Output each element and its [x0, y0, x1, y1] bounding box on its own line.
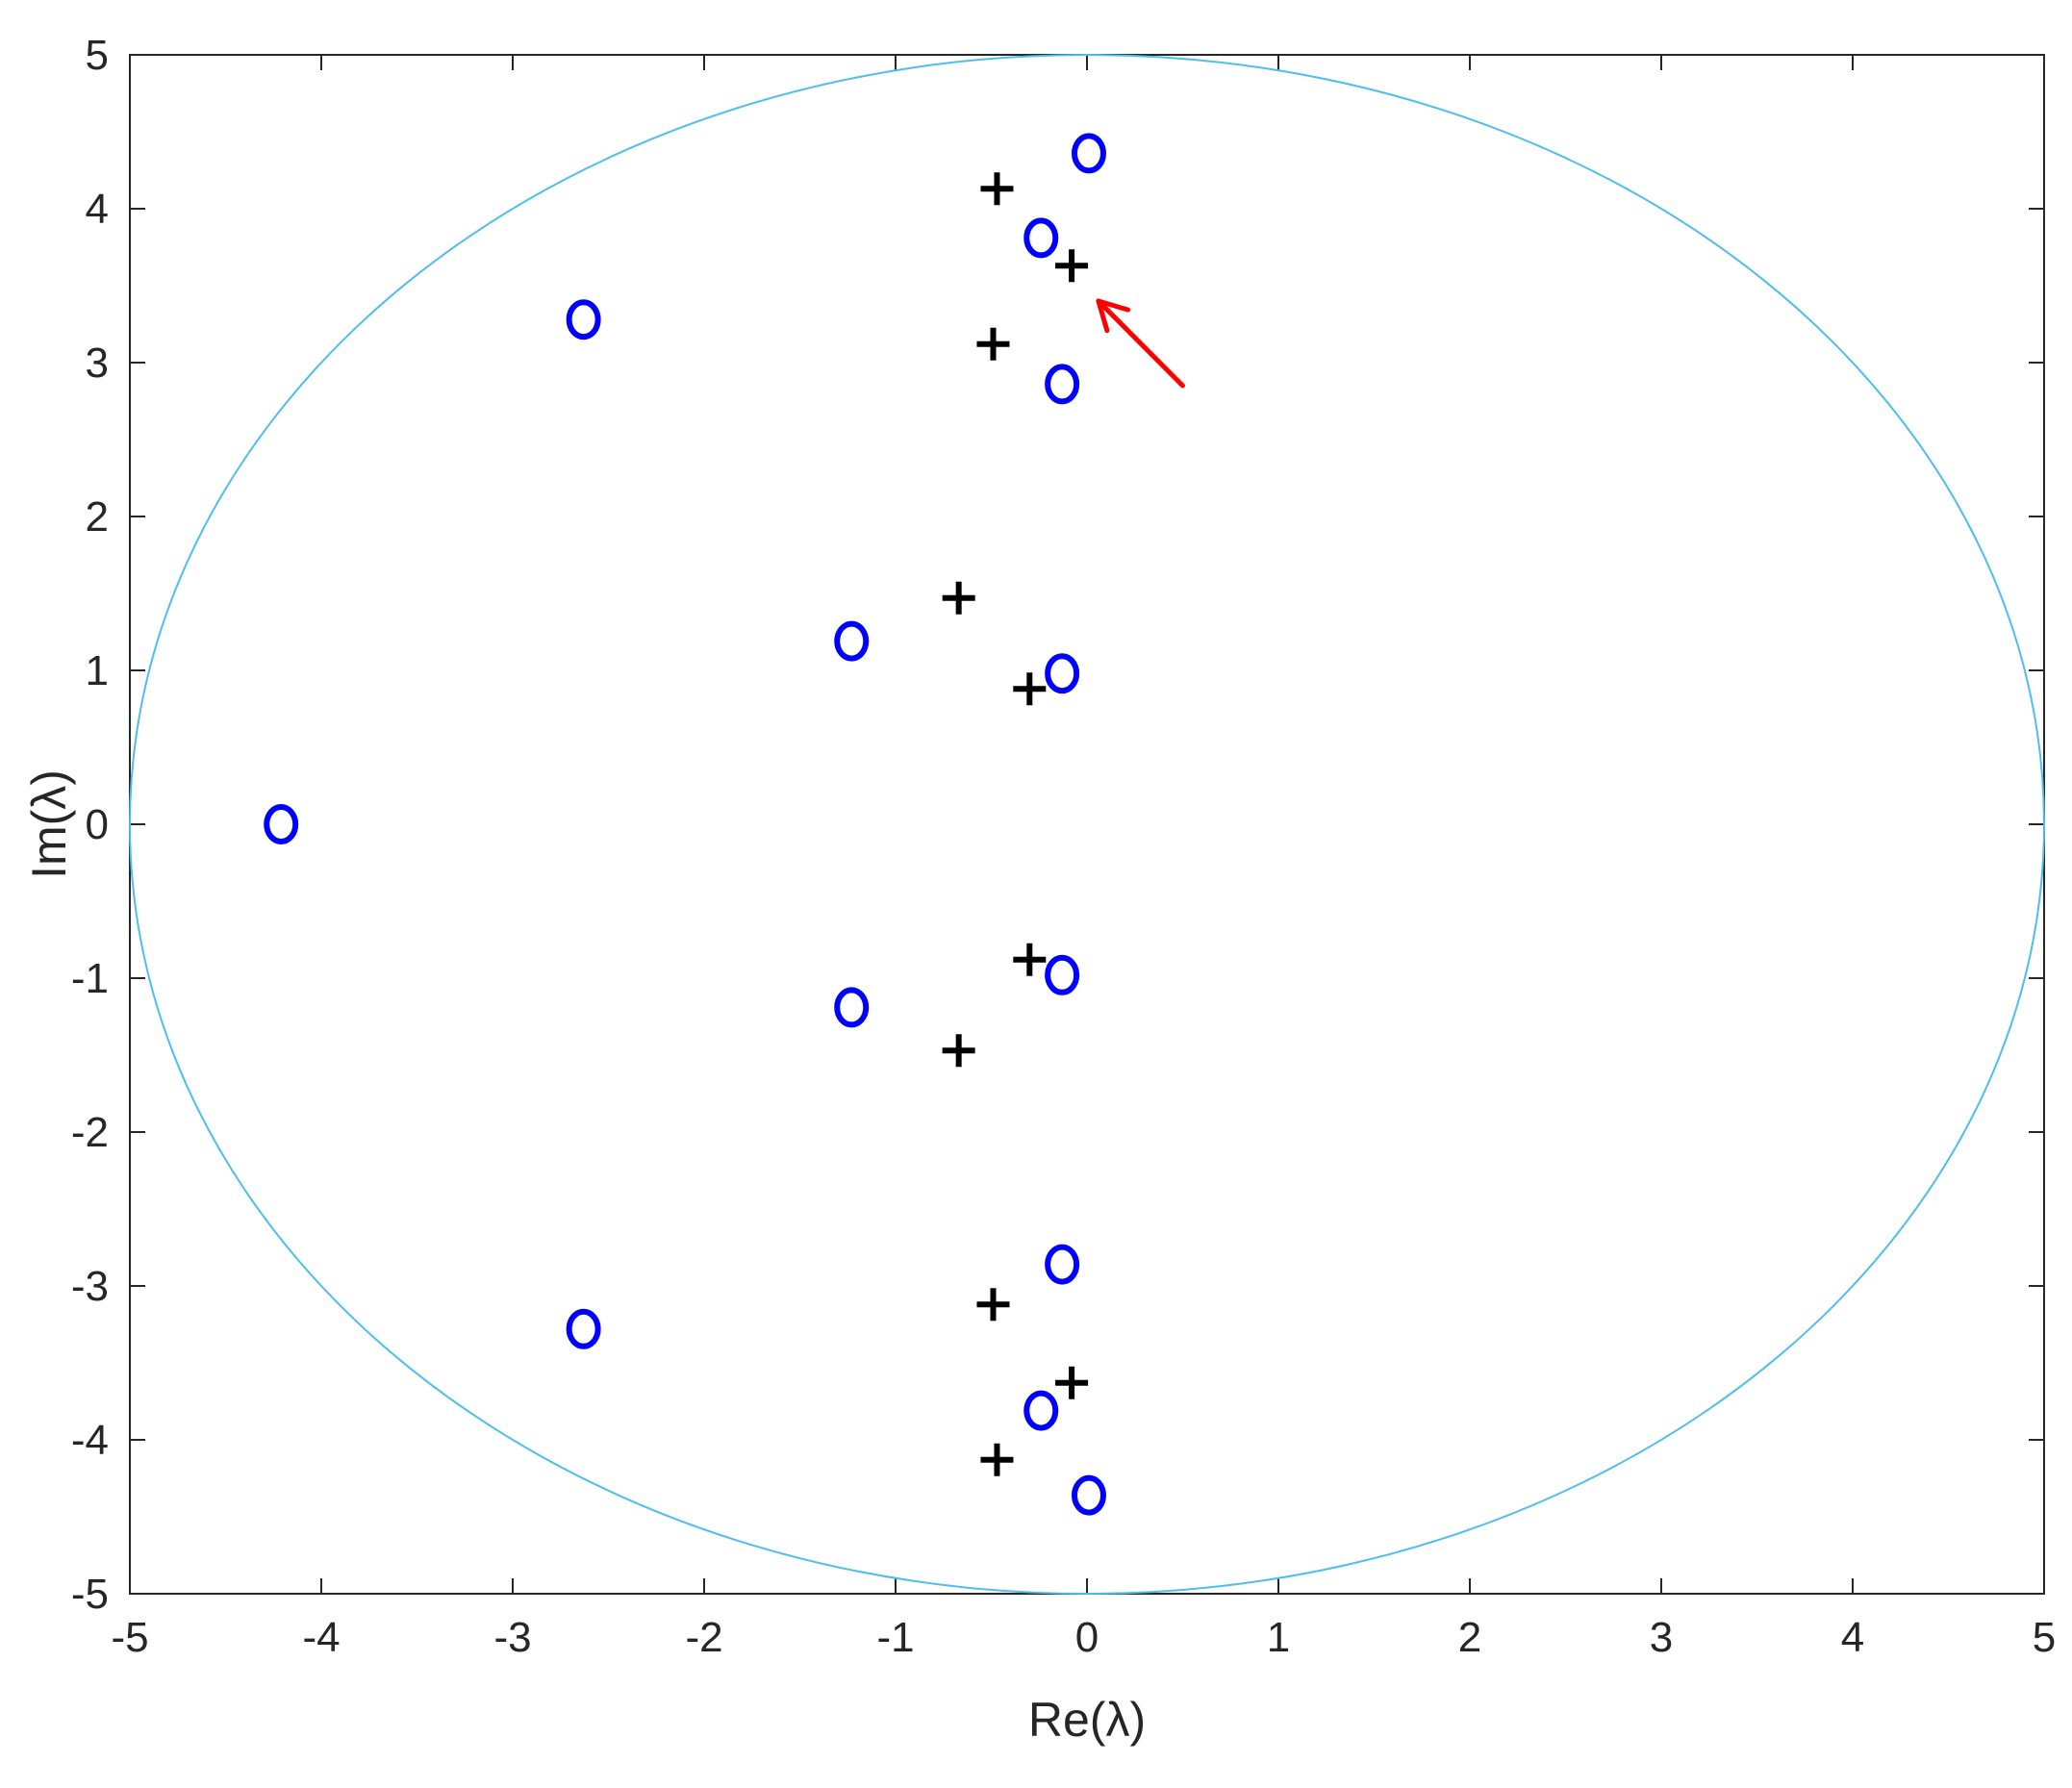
- plus-marker: [942, 1034, 975, 1068]
- y-tick-label: 5: [86, 32, 109, 79]
- axes-box: [129, 54, 2045, 1595]
- x-tick-label: 3: [1650, 1614, 1673, 1661]
- x-tick-label: -2: [685, 1614, 722, 1661]
- plus-marker: [1055, 1366, 1089, 1399]
- circle-marker: [1045, 1244, 1080, 1285]
- x-tick-label: 4: [1841, 1614, 1864, 1661]
- x-tick-label: 2: [1458, 1614, 1481, 1661]
- circle-marker: [566, 1308, 601, 1349]
- circle-marker: [1045, 954, 1080, 995]
- y-tick-label: 3: [86, 340, 109, 387]
- circle-marker: [1023, 217, 1059, 259]
- y-tick-label: -5: [71, 1571, 109, 1618]
- plus-marker: [1055, 249, 1089, 283]
- plus-marker: [942, 581, 975, 615]
- circle-marker: [566, 299, 601, 340]
- x-tick-label: -1: [876, 1614, 914, 1661]
- plus-marker: [980, 172, 1014, 206]
- circle-marker: [834, 620, 870, 662]
- circle-marker: [1045, 364, 1080, 405]
- y-tick-label: 0: [86, 801, 109, 848]
- x-tick-label: -5: [111, 1614, 148, 1661]
- plus-marker: [1013, 672, 1047, 706]
- circle-marker: [834, 987, 870, 1028]
- x-tick-label: -4: [302, 1614, 340, 1661]
- y-tick-label: 2: [86, 493, 109, 541]
- annotation-arrow-head: [1096, 298, 1131, 334]
- y-tick-label: -3: [71, 1263, 109, 1310]
- circle-marker: [264, 804, 299, 844]
- y-tick-label: -4: [71, 1417, 109, 1464]
- x-tick-label: 1: [1267, 1614, 1290, 1661]
- plus-marker: [976, 1288, 1010, 1322]
- circle-marker: [1045, 653, 1080, 694]
- plus-marker: [1013, 943, 1047, 976]
- circle-marker: [1071, 1474, 1106, 1516]
- plus-marker: [980, 1443, 1014, 1476]
- x-tick-label: 0: [1075, 1614, 1099, 1661]
- plus-marker: [976, 327, 1010, 361]
- reference-circle: [129, 54, 2045, 1595]
- circle-marker: [1071, 133, 1106, 174]
- annotation-arrow-shaft: [1096, 298, 1185, 389]
- plot-area: -5 -4 -3 -2 -1 0 1 2 3 4 5 -5 -4 -3 -2 -1 0 1 2 3 4 5: [71, 32, 2056, 1661]
- circle-marker: [1023, 1390, 1059, 1431]
- x-tick-label: -3: [493, 1614, 531, 1661]
- y-tick-label: -1: [71, 955, 109, 1002]
- y-tick-label: -2: [71, 1109, 109, 1156]
- x-axis-label: Re(λ): [1028, 1693, 1146, 1747]
- x-tick-label: 5: [2033, 1614, 2056, 1661]
- y-tick-label: 4: [86, 186, 109, 233]
- y-tick-label: 1: [86, 647, 109, 694]
- y-axis-label: Im(λ): [22, 769, 76, 879]
